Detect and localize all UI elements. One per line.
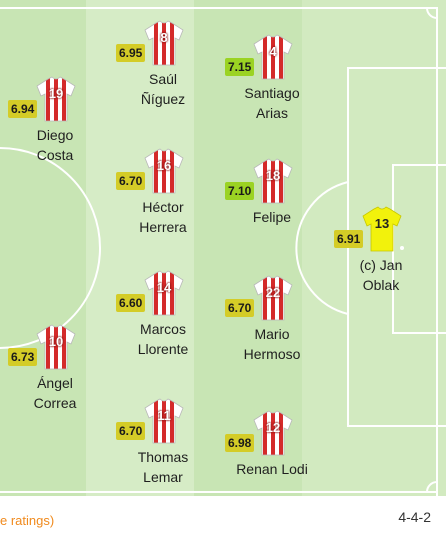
rating-badge: 6.91: [334, 230, 364, 248]
player-name: Santiago Arias: [217, 83, 327, 123]
shirt-number: 10: [48, 334, 64, 349]
player-card[interactable]: 4 7.15 Santiago Arias: [217, 34, 327, 121]
player-name-line: Thomas: [137, 449, 189, 465]
shirt-number: 14: [156, 280, 172, 295]
player-name-line: (c) Jan: [359, 257, 403, 273]
player-name-line: Marcos: [140, 321, 186, 337]
player-card[interactable]: 19 6.94 Diego Costa: [0, 76, 110, 163]
player-name-line: Herrera: [139, 219, 187, 235]
shirt-number: 11: [157, 408, 171, 423]
player-card[interactable]: 12 6.98 Renan Lodi: [217, 410, 327, 477]
striped-shirt-icon: [144, 148, 184, 194]
player-card[interactable]: 11 6.70 Thomas Lemar: [108, 398, 218, 485]
shirt-number: 12: [265, 420, 281, 435]
player-name: Mario Hermoso: [217, 324, 327, 364]
formation-label: 4-4-2: [398, 509, 431, 525]
player-name-line: Mario: [254, 326, 290, 342]
striped-shirt-icon: [144, 270, 184, 316]
player-name: (c) Jan Oblak: [326, 255, 436, 295]
shirt-number: 8: [160, 30, 168, 45]
ratings-legend-link[interactable]: e ratings): [0, 513, 55, 528]
grass-stripe: [194, 0, 302, 496]
player-name-line: Ángel: [37, 375, 73, 391]
player-name: Renan Lodi: [217, 459, 327, 479]
player-name-line: Hermoso: [243, 346, 301, 362]
player-name-line: Santiago: [244, 85, 300, 101]
shirt-number: 22: [265, 285, 281, 300]
player-name-line: Felipe: [252, 209, 292, 225]
rating-badge: 6.94: [8, 100, 38, 118]
striped-shirt-icon: [253, 275, 293, 321]
rating-badge: 6.60: [116, 294, 146, 312]
player-name: Héctor Herrera: [108, 197, 218, 237]
rating-badge: 6.70: [116, 422, 146, 440]
shirt-number: 19: [48, 86, 64, 101]
player-card[interactable]: 22 6.70 Mario Hermoso: [217, 275, 327, 362]
rating-badge: 7.10: [225, 182, 255, 200]
player-name-line: Oblak: [362, 277, 400, 293]
footer: e ratings) 4-4-2: [0, 496, 446, 537]
player-name: Felipe: [217, 207, 327, 227]
rating-badge: 6.70: [225, 299, 255, 317]
striped-shirt-icon: [36, 76, 76, 122]
striped-shirt-icon: [253, 410, 293, 456]
shirt-number: 18: [265, 168, 281, 183]
player-name-line: Héctor: [142, 199, 184, 215]
player-name: Ángel Correa: [0, 373, 110, 413]
goalkeeper-shirt-icon: [362, 206, 402, 252]
player-card[interactable]: 14 6.60 Marcos Llorente: [108, 270, 218, 357]
player-name-line: Costa: [36, 147, 74, 163]
player-name: Diego Costa: [0, 125, 110, 165]
player-name-line: Arias: [256, 105, 288, 121]
rating-badge: 6.73: [8, 348, 38, 366]
striped-shirt-icon: [144, 20, 184, 66]
player-card[interactable]: 18 7.10 Felipe: [217, 158, 327, 225]
player-name: Saúl Ñíguez: [108, 69, 218, 109]
player-card[interactable]: 16 6.70 Héctor Herrera: [108, 148, 218, 235]
rating-badge: 6.70: [116, 172, 146, 190]
rating-badge: 7.15: [225, 58, 255, 76]
player-name-line: Ñíguez: [140, 91, 186, 107]
rating-badge: 6.95: [116, 44, 146, 62]
player-card[interactable]: 8 6.95 Saúl Ñíguez: [108, 20, 218, 107]
player-name-line: Saúl: [148, 71, 178, 87]
player-name-line: Renan Lodi: [236, 461, 308, 477]
player-name-line: Lemar: [143, 469, 183, 485]
player-name: Thomas Lemar: [108, 447, 218, 487]
striped-shirt-icon: [144, 398, 184, 444]
player-name-line: Diego: [36, 127, 74, 143]
player-card[interactable]: 13 6.91 (c) Jan Oblak: [326, 206, 436, 293]
shirt-number: 13: [374, 216, 390, 231]
rating-badge: 6.98: [225, 434, 255, 452]
player-card[interactable]: 10 6.73 Ángel Correa: [0, 324, 110, 411]
striped-shirt-icon: [36, 324, 76, 370]
player-name-line: Llorente: [137, 341, 189, 357]
player-name: Marcos Llorente: [108, 319, 218, 359]
shirt-number: 16: [156, 158, 172, 173]
player-name-line: Correa: [33, 395, 77, 411]
striped-shirt-icon: [253, 158, 293, 204]
striped-shirt-icon: [253, 34, 293, 80]
shirt-number: 4: [269, 44, 277, 59]
